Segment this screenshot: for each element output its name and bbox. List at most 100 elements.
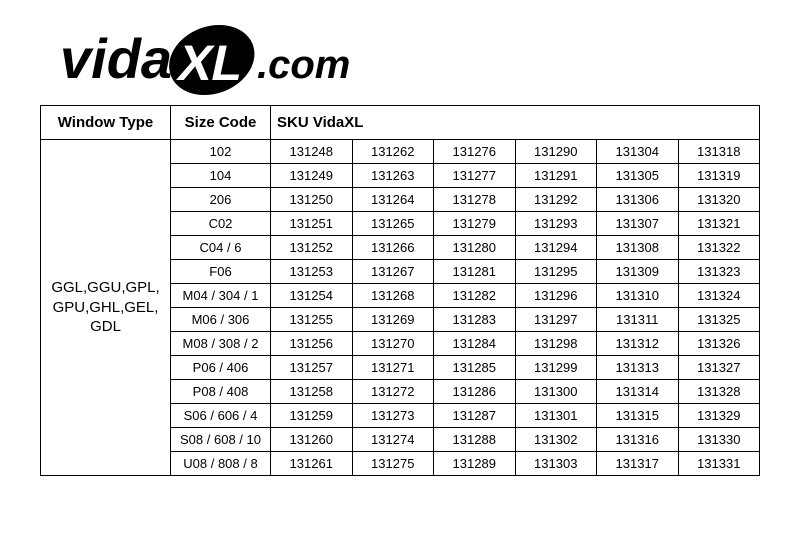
sku-cell: 131313	[597, 356, 679, 380]
sku-cell: 131251	[271, 212, 353, 236]
sku-cell: 131255	[271, 308, 353, 332]
sku-cell: 131260	[271, 428, 353, 452]
size-code-cell: M08 / 308 / 2	[171, 332, 271, 356]
sku-cell: 131262	[352, 140, 434, 164]
sku-cell: 131272	[352, 380, 434, 404]
sku-cell: 131287	[434, 404, 516, 428]
sku-cell: 131288	[434, 428, 516, 452]
sku-cell: 131295	[515, 260, 597, 284]
size-code-cell: 102	[171, 140, 271, 164]
sku-cell: 131259	[271, 404, 353, 428]
sku-cell: 131276	[434, 140, 516, 164]
sku-cell: 131285	[434, 356, 516, 380]
sku-cell: 131314	[597, 380, 679, 404]
logo-vida-text: vida	[60, 27, 172, 90]
sku-cell: 131273	[352, 404, 434, 428]
sku-cell: 131319	[678, 164, 760, 188]
size-code-cell: C04 / 6	[171, 236, 271, 260]
sku-cell: 131279	[434, 212, 516, 236]
sku-cell: 131284	[434, 332, 516, 356]
sku-cell: 131330	[678, 428, 760, 452]
sku-cell: 131311	[597, 308, 679, 332]
sku-cell: 131258	[271, 380, 353, 404]
sku-cell: 131327	[678, 356, 760, 380]
sku-cell: 131282	[434, 284, 516, 308]
sku-cell: 131254	[271, 284, 353, 308]
sku-cell: 131316	[597, 428, 679, 452]
sku-cell: 131290	[515, 140, 597, 164]
size-code-cell: 104	[171, 164, 271, 188]
sku-cell: 131318	[678, 140, 760, 164]
sku-cell: 131298	[515, 332, 597, 356]
sku-cell: 131274	[352, 428, 434, 452]
size-code-cell: M06 / 306	[171, 308, 271, 332]
sku-cell: 131306	[597, 188, 679, 212]
sku-cell: 131275	[352, 452, 434, 476]
logo-dotcom-text: .com	[257, 43, 350, 87]
sku-cell: 131249	[271, 164, 353, 188]
sku-cell: 131289	[434, 452, 516, 476]
sku-cell: 131293	[515, 212, 597, 236]
col-sku: SKU VidaXL	[271, 106, 760, 140]
sku-cell: 131253	[271, 260, 353, 284]
sku-cell: 131300	[515, 380, 597, 404]
window-type-cell: GGL,GGU,GPL,GPU,GHL,GEL,GDL	[41, 140, 171, 476]
sku-cell: 131329	[678, 404, 760, 428]
size-code-cell: F06	[171, 260, 271, 284]
sku-cell: 131299	[515, 356, 597, 380]
sku-cell: 131322	[678, 236, 760, 260]
sku-cell: 131325	[678, 308, 760, 332]
col-window-type: Window Type	[41, 106, 171, 140]
sku-cell: 131292	[515, 188, 597, 212]
sku-cell: 131307	[597, 212, 679, 236]
size-code-cell: U08 / 808 / 8	[171, 452, 271, 476]
sku-cell: 131280	[434, 236, 516, 260]
table-row: GGL,GGU,GPL,GPU,GHL,GEL,GDL1021312481312…	[41, 140, 760, 164]
col-size-code: Size Code	[171, 106, 271, 140]
sku-cell: 131271	[352, 356, 434, 380]
sku-cell: 131317	[597, 452, 679, 476]
sku-cell: 131269	[352, 308, 434, 332]
sku-table: Window Type Size Code SKU VidaXL GGL,GGU…	[40, 105, 760, 476]
sku-cell: 131265	[352, 212, 434, 236]
sku-cell: 131252	[271, 236, 353, 260]
sku-cell: 131304	[597, 140, 679, 164]
sku-cell: 131315	[597, 404, 679, 428]
sku-cell: 131320	[678, 188, 760, 212]
sku-cell: 131328	[678, 380, 760, 404]
sku-cell: 131324	[678, 284, 760, 308]
sku-cell: 131283	[434, 308, 516, 332]
size-code-cell: 206	[171, 188, 271, 212]
sku-cell: 131331	[678, 452, 760, 476]
logo-xl-text: XL	[173, 35, 249, 91]
brand-logo: vida XL .com	[60, 20, 760, 95]
sku-cell: 131296	[515, 284, 597, 308]
size-code-cell: C02	[171, 212, 271, 236]
sku-cell: 131266	[352, 236, 434, 260]
sku-cell: 131303	[515, 452, 597, 476]
size-code-cell: S08 / 608 / 10	[171, 428, 271, 452]
sku-cell: 131270	[352, 332, 434, 356]
sku-cell: 131308	[597, 236, 679, 260]
sku-cell: 131250	[271, 188, 353, 212]
sku-cell: 131310	[597, 284, 679, 308]
sku-cell: 131294	[515, 236, 597, 260]
sku-cell: 131305	[597, 164, 679, 188]
sku-cell: 131277	[434, 164, 516, 188]
sku-cell: 131263	[352, 164, 434, 188]
sku-cell: 131323	[678, 260, 760, 284]
sku-cell: 131278	[434, 188, 516, 212]
sku-cell: 131264	[352, 188, 434, 212]
sku-cell: 131301	[515, 404, 597, 428]
sku-cell: 131257	[271, 356, 353, 380]
size-code-cell: P08 / 408	[171, 380, 271, 404]
sku-cell: 131286	[434, 380, 516, 404]
sku-cell: 131312	[597, 332, 679, 356]
sku-cell: 131291	[515, 164, 597, 188]
sku-cell: 131261	[271, 452, 353, 476]
sku-cell: 131267	[352, 260, 434, 284]
table-header-row: Window Type Size Code SKU VidaXL	[41, 106, 760, 140]
size-code-cell: S06 / 606 / 4	[171, 404, 271, 428]
sku-cell: 131297	[515, 308, 597, 332]
size-code-cell: M04 / 304 / 1	[171, 284, 271, 308]
